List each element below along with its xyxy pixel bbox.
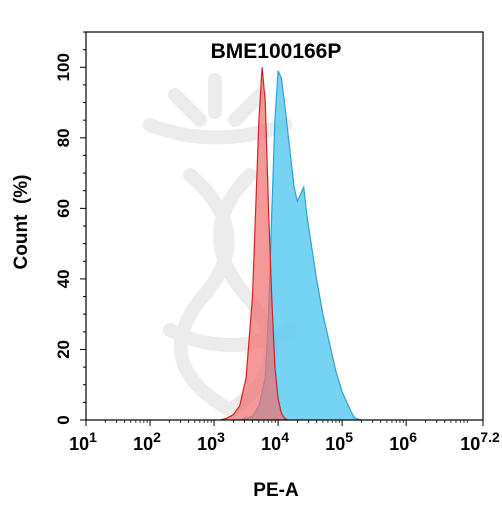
y-tick-label: 80: [54, 128, 73, 147]
y-tick-label: 0: [54, 415, 73, 424]
chart-title: BME100166P: [211, 40, 342, 63]
x-tick-label: 104: [261, 429, 289, 454]
series-2-line: [220, 67, 288, 421]
x-tick-label: 101: [69, 429, 97, 454]
y-tick-label: 100: [54, 53, 73, 81]
x-tick-label: 105: [325, 429, 353, 454]
y-tick-label: 20: [54, 340, 73, 359]
y-axis: 0 20 40 60 80 100: [54, 31, 86, 425]
plot-area: [220, 67, 362, 421]
y-tick-label: 40: [54, 269, 73, 288]
x-tick-label: 103: [197, 429, 225, 454]
y-axis-label: Count (%): [11, 175, 32, 270]
x-tick-label: 107.2: [460, 429, 500, 454]
series-2-area: [220, 67, 288, 421]
x-axis: 101 102 103 104 105 106 107.2: [69, 420, 500, 454]
x-tick-label: 106: [389, 429, 417, 454]
x-axis-label: PE-A: [253, 480, 299, 501]
x-tick-label: 102: [133, 429, 161, 454]
y-tick-label: 60: [54, 199, 73, 218]
